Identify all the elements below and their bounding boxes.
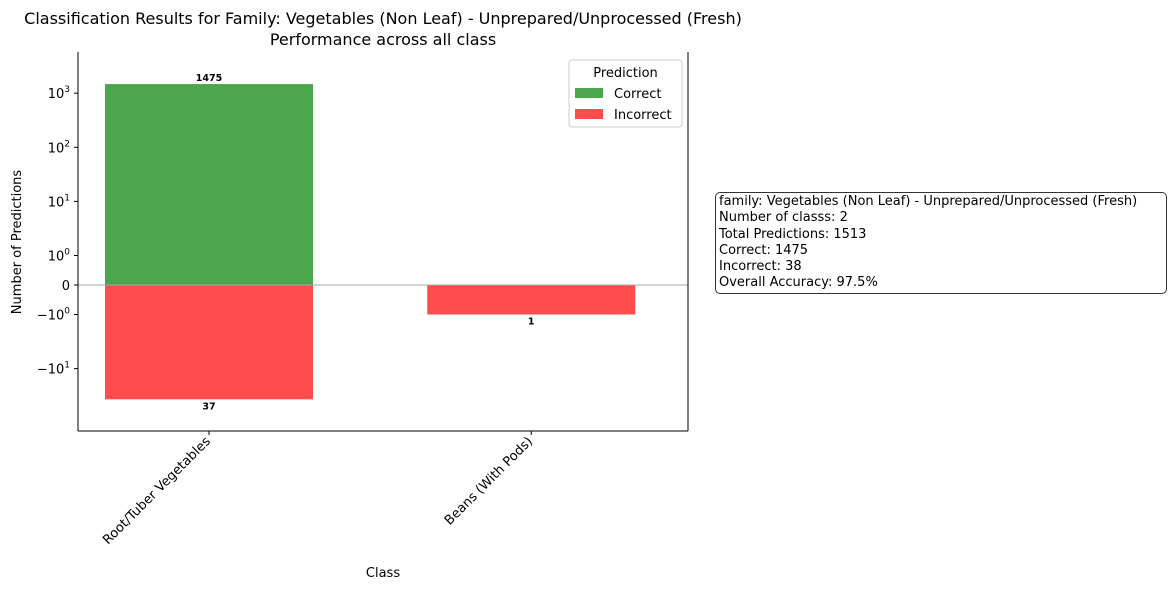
stats-total: Total Predictions: 1513 <box>719 226 867 242</box>
x-tick-label: Root/Tuber Vegetables <box>100 434 214 548</box>
stats-class-count: Number of classs: 2 <box>719 210 848 226</box>
y-tick-label: 0 <box>62 279 70 294</box>
y-tick-label: 102 <box>48 139 70 156</box>
y-tick-label: 100 <box>48 248 71 265</box>
y-tick-label: 103 <box>48 85 70 102</box>
stats-family: family: Vegetables (Non Leaf) - Unprepar… <box>719 194 1138 209</box>
chart-title: Classification Results for Family: Veget… <box>24 9 742 28</box>
stats-incorrect: Incorrect: 38 <box>719 259 802 275</box>
x-tick-label: Beans (With Pods) <box>442 434 536 528</box>
legend-title: Prediction <box>593 66 658 81</box>
y-tick-label: −100 <box>37 307 70 324</box>
bar-incorrect-0 <box>105 285 313 400</box>
data-label: 37 <box>202 401 215 412</box>
x-axis-label: Class <box>366 566 400 581</box>
data-label: 1 <box>528 317 535 328</box>
legend-swatch <box>575 88 603 98</box>
legend-swatch <box>575 109 603 119</box>
legend-label: Incorrect <box>614 108 672 123</box>
y-axis-label: Number of Predictions <box>10 170 25 315</box>
stats-accuracy: Overall Accuracy: 97.5% <box>719 275 878 291</box>
bar-correct-0 <box>105 84 313 285</box>
data-label: 1475 <box>196 73 222 84</box>
bar-incorrect-1 <box>427 285 636 315</box>
chart-subtitle: Performance across all class <box>270 30 496 49</box>
legend-label: Correct <box>614 87 661 102</box>
stats-correct: Correct: 1475 <box>719 242 809 258</box>
summary-stats-box: family: Vegetables (Non Leaf) - Unprepar… <box>715 192 1167 294</box>
y-tick-label: −101 <box>37 361 70 378</box>
y-tick-label: 101 <box>48 193 70 210</box>
